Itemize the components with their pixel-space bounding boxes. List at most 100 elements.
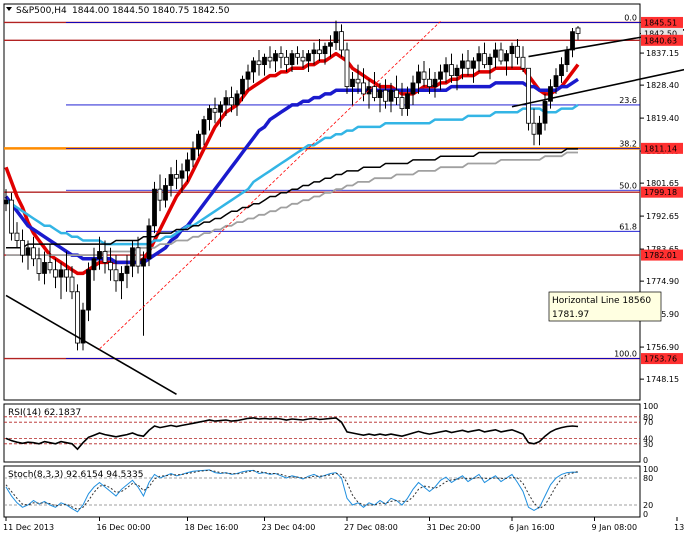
time-tick-label: 9 Jan 08:00 <box>592 523 638 532</box>
candle-body <box>207 108 212 120</box>
candle-body <box>245 71 251 80</box>
price-label-box <box>641 27 683 39</box>
ohlc-label: 1844.00 1844.50 1840.75 1842.50 <box>72 6 230 16</box>
candle-body <box>86 269 91 311</box>
candle-body <box>520 56 526 69</box>
stoch-series-line <box>5 469 579 511</box>
candle-body <box>443 64 449 73</box>
price-label: 1753.76 <box>644 355 677 364</box>
rsi-tick-label: 40 <box>643 434 653 443</box>
candle-body <box>460 60 465 69</box>
candle-body <box>102 251 108 263</box>
price-label-box <box>641 353 683 365</box>
candle-body <box>306 53 311 62</box>
candle-body <box>168 174 174 186</box>
candle-body <box>300 56 306 62</box>
candle-body <box>487 56 493 66</box>
rsi-tick-label: 100 <box>643 402 658 411</box>
tooltip-title: Horizontal Line 18560 <box>552 296 651 306</box>
candle-body <box>25 247 31 256</box>
candle-body <box>212 108 218 113</box>
fib-level-label: 0.0 <box>624 13 637 22</box>
trendline <box>511 68 684 108</box>
candle-body <box>388 89 394 102</box>
price-tick-label: 1828.40 <box>646 81 679 90</box>
candle-body <box>267 56 273 62</box>
stoch-tick-label: 20 <box>643 501 653 510</box>
candle-body <box>372 86 377 98</box>
candle-body <box>124 265 130 274</box>
candle-body <box>157 188 163 201</box>
candle-body <box>234 93 240 106</box>
price-tick-label: 1792.65 <box>646 212 679 221</box>
time-tick-label: 31 Dec 20:00 <box>427 523 481 532</box>
price-axis: 1748.15 1756.90 1765.90 1774.90 1783.65 1792.… <box>640 16 683 384</box>
candle-body <box>311 49 317 55</box>
candle-body <box>278 53 284 58</box>
candle-body <box>498 49 504 62</box>
header: S&P500,H4 1844.00 1844.50 1840.75 1842.5… <box>6 6 230 16</box>
fib-level-label: 50.0 <box>619 181 637 190</box>
candle-body <box>526 67 531 124</box>
candle-body <box>119 273 124 282</box>
price-pane-frame <box>3 3 641 401</box>
candle-body <box>449 64 454 77</box>
collapse-triangle-icon[interactable] <box>6 7 12 11</box>
rsi-pane-frame <box>3 403 641 463</box>
candle-body <box>53 269 58 278</box>
candle-body <box>223 97 229 106</box>
price-tick-label: 1756.90 <box>646 343 679 352</box>
candle-body <box>273 53 278 62</box>
candle-body <box>383 89 388 102</box>
candle-body <box>3 199 9 205</box>
candle-body <box>64 269 69 278</box>
candle-body <box>432 78 438 87</box>
candle-body <box>201 119 207 135</box>
candle-body <box>410 82 416 95</box>
trendline <box>99 21 441 350</box>
rsi-line <box>5 417 579 451</box>
time-tick-label: 23 Dec 04:00 <box>262 523 316 532</box>
candle-body <box>339 31 344 51</box>
time-tick-label: 6 Jan 16:00 <box>509 523 555 532</box>
candle-body <box>163 185 168 201</box>
candle-body <box>240 78 245 95</box>
candle-body <box>333 31 339 44</box>
time-tick-label: 13 Jan 20:00 <box>674 523 684 532</box>
rsi-tick-label: 70 <box>643 418 653 427</box>
candle-body <box>185 159 190 172</box>
moving-average-line <box>5 103 579 246</box>
stoch-tick-label: 80 <box>643 474 653 483</box>
candle-body <box>179 170 185 179</box>
candle-body <box>229 97 234 106</box>
candle-body <box>289 53 295 66</box>
fib-level-label: 100.0 <box>614 350 637 359</box>
price-tick-label: 1801.65 <box>646 179 679 188</box>
candle-body <box>75 291 80 344</box>
candle-body <box>421 71 427 80</box>
stoch-levels <box>4 477 640 506</box>
fib-level-label: 38.2 <box>619 139 637 148</box>
time-tick-label: 27 Dec 08:00 <box>344 523 398 532</box>
candle-body <box>482 53 487 66</box>
candle-body <box>575 27 581 34</box>
price-label-box <box>641 16 683 28</box>
candle-body <box>531 122 537 135</box>
candle-body <box>196 133 201 150</box>
price-tick-label: 1774.90 <box>646 277 679 286</box>
candle-body <box>36 258 42 274</box>
candle-body <box>570 31 575 51</box>
candle-body <box>113 269 119 282</box>
candle-body <box>515 45 520 58</box>
candle-body <box>91 258 97 271</box>
rsi-tick-label: 0 <box>643 456 648 465</box>
candle-body <box>399 97 405 109</box>
candle-body <box>471 60 476 69</box>
candle-body <box>493 49 498 58</box>
